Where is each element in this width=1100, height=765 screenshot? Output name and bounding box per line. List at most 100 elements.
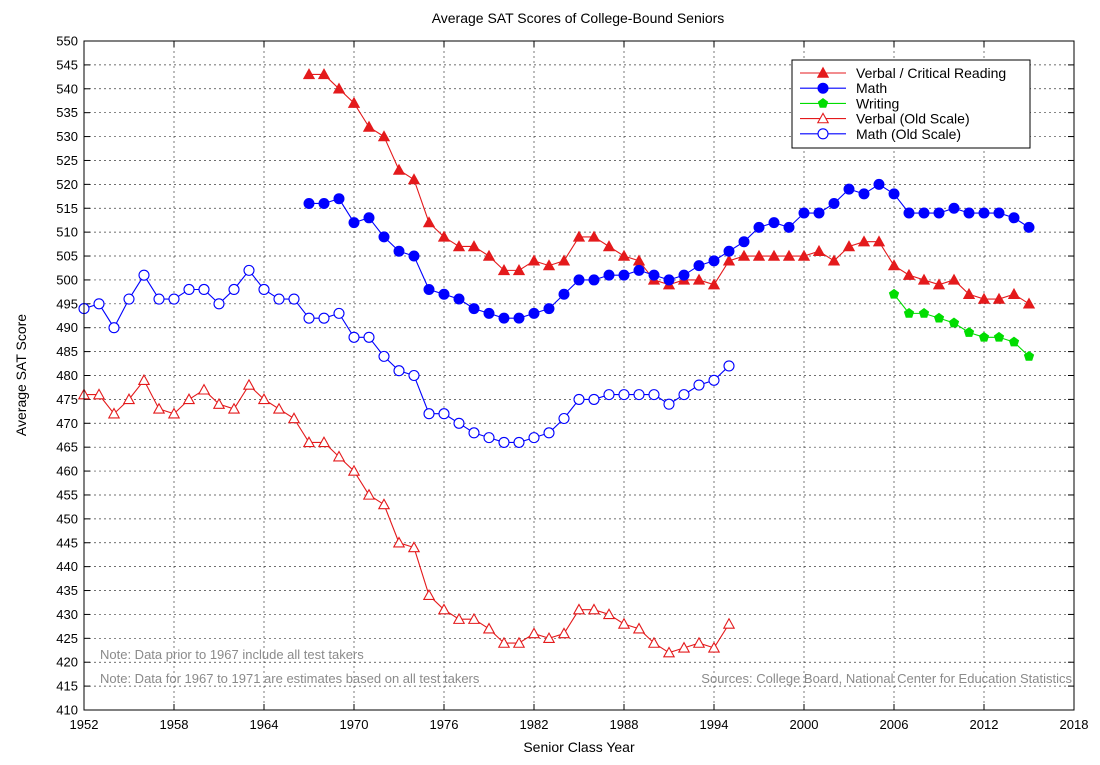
data-point-math-old-scale (228, 283, 240, 296)
data-point-math (588, 274, 600, 286)
data-point-verbal-old-scale (527, 627, 541, 639)
data-point-math (858, 188, 870, 200)
y-tick-label: 475 (56, 392, 78, 407)
data-point-math (903, 207, 915, 219)
data-point-math-old-scale (183, 283, 195, 296)
data-point-math (933, 207, 945, 219)
data-point-math (378, 231, 390, 243)
data-point-verbal-critical-reading (977, 292, 991, 304)
data-point-math (963, 207, 975, 219)
data-point-writing (948, 317, 960, 328)
data-point-math (1023, 221, 1035, 233)
data-point-verbal-old-scale (167, 407, 181, 419)
legend-entry-verbal-old-scale: Verbal (Old Scale) (800, 111, 970, 127)
data-point-math-old-scale (438, 408, 450, 420)
data-point-verbal-critical-reading (842, 240, 856, 252)
data-point-writing (933, 312, 945, 323)
data-point-math-old-scale (678, 389, 690, 401)
series-writing (888, 288, 1035, 361)
data-point-verbal-critical-reading (482, 249, 496, 261)
legend-marker (817, 128, 829, 140)
data-point-math (768, 217, 780, 229)
data-point-math-old-scale (93, 298, 105, 310)
data-point-verbal-critical-reading (452, 240, 466, 252)
data-point-verbal-critical-reading (947, 273, 961, 285)
data-point-verbal-old-scale (722, 617, 736, 629)
data-point-verbal-critical-reading (422, 216, 436, 228)
data-point-verbal-old-scale (137, 373, 151, 385)
series-line-math (309, 183, 1030, 319)
y-tick-label: 490 (56, 320, 78, 335)
y-tick-label: 435 (56, 583, 78, 598)
data-point-math-old-scale (123, 293, 135, 305)
data-point-verbal-critical-reading (992, 292, 1006, 304)
y-tick-label: 430 (56, 607, 78, 622)
data-point-writing (1008, 336, 1020, 347)
data-point-verbal-critical-reading (527, 254, 541, 266)
data-point-verbal-old-scale (302, 436, 316, 448)
series-verbal-critical-reading (302, 68, 1036, 309)
y-tick-label: 415 (56, 679, 78, 694)
data-point-verbal-old-scale (677, 641, 691, 653)
data-point-verbal-critical-reading (587, 230, 601, 242)
y-tick-label: 535 (56, 105, 78, 120)
data-point-verbal-old-scale (182, 393, 196, 405)
data-point-verbal-critical-reading (692, 273, 706, 285)
data-point-verbal-critical-reading (347, 96, 361, 108)
y-tick-label: 410 (56, 703, 78, 718)
data-point-math (828, 197, 840, 209)
legend-entry-writing: Writing (800, 95, 899, 111)
data-point-math (408, 250, 420, 262)
x-tick-label: 1994 (700, 717, 729, 732)
data-point-verbal-old-scale (287, 412, 301, 424)
data-point-verbal-old-scale (197, 383, 211, 395)
data-point-verbal-old-scale (557, 627, 571, 639)
data-point-math-old-scale (243, 264, 255, 276)
data-point-verbal-critical-reading (872, 235, 886, 247)
data-point-verbal-old-scale (632, 622, 646, 634)
legend-label: Writing (856, 95, 899, 111)
data-point-math-old-scale (723, 360, 735, 372)
legend-label: Verbal / Critical Reading (856, 65, 1006, 81)
data-point-verbal-critical-reading (812, 244, 826, 256)
data-point-verbal-critical-reading (1022, 297, 1036, 309)
x-tick-label: 1982 (520, 717, 549, 732)
data-point-verbal-old-scale (482, 622, 496, 634)
data-point-math-old-scale (318, 312, 330, 324)
legend-marker (816, 112, 830, 124)
data-point-math-old-scale (393, 365, 405, 377)
data-point-verbal-critical-reading (827, 254, 841, 266)
data-point-math (348, 217, 360, 229)
data-point-math (468, 303, 480, 315)
data-point-writing (978, 331, 990, 342)
data-point-verbal-critical-reading (767, 249, 781, 261)
note-1967-1971: Note: Data for 1967 to 1971 are estimate… (100, 671, 480, 686)
note-sources: Sources: College Board, National Center … (701, 671, 1072, 686)
data-point-verbal-old-scale (152, 402, 166, 414)
legend-marker (817, 82, 829, 94)
data-point-verbal-old-scale (437, 603, 451, 615)
data-point-math-old-scale (648, 389, 660, 401)
legend-label: Verbal (Old Scale) (856, 111, 970, 127)
data-point-math (708, 255, 720, 267)
data-point-verbal-critical-reading (302, 68, 316, 80)
y-tick-label: 500 (56, 272, 78, 287)
data-point-math-old-scale (468, 427, 480, 439)
data-point-verbal-critical-reading (737, 249, 751, 261)
data-point-math-old-scale (153, 293, 165, 305)
data-point-verbal-critical-reading (392, 163, 406, 175)
data-point-math-old-scale (588, 393, 600, 405)
data-point-math (918, 207, 930, 219)
x-tick-label: 2018 (1060, 717, 1089, 732)
x-axis-label: Senior Class Year (523, 739, 635, 755)
data-point-verbal-critical-reading (902, 268, 916, 280)
plot-frame (83, 40, 1075, 711)
data-point-math-old-scale (408, 369, 420, 382)
data-point-math-old-scale (288, 293, 300, 305)
data-point-verbal-critical-reading (542, 259, 556, 271)
data-point-writing (1023, 350, 1035, 361)
data-point-verbal-critical-reading (317, 68, 331, 80)
data-point-verbal-old-scale (92, 388, 106, 400)
data-point-math (528, 307, 540, 319)
data-series (77, 68, 1036, 658)
